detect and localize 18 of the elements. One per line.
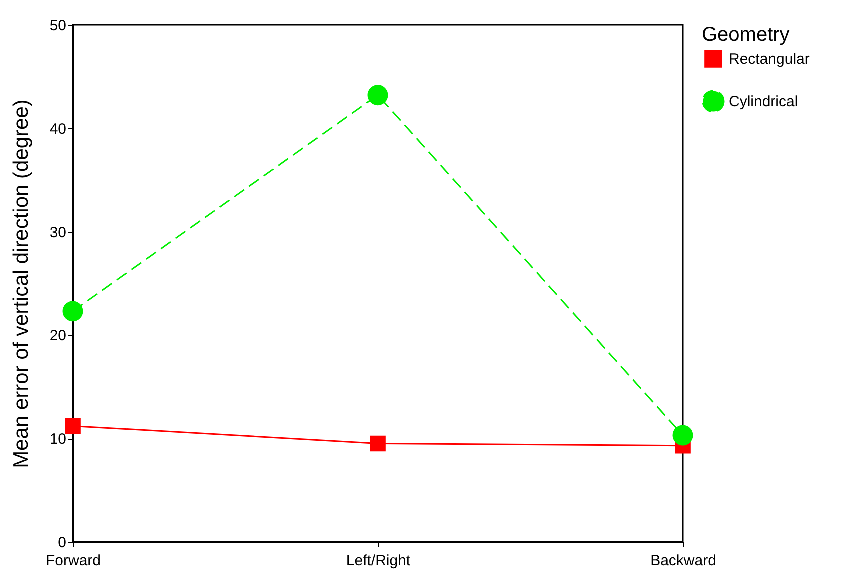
y-tick-label: 10: [50, 431, 66, 448]
y-axis-title: Mean error of vertical direction (degree): [10, 100, 33, 468]
y-tick-label: 40: [50, 120, 66, 138]
legend-label: Cylindrical: [729, 94, 798, 110]
legend-label: Rectangular: [729, 51, 810, 68]
y-tick-label: 0: [58, 534, 66, 552]
point: [368, 85, 388, 106]
point: [370, 436, 386, 452]
y-tick-label: 20: [50, 328, 66, 345]
point: [672, 425, 694, 446]
y-tick-label: 50: [50, 18, 66, 34]
point: [65, 418, 81, 434]
y-tick-label: 30: [50, 224, 66, 242]
x-tick-label: Backward: [650, 552, 716, 570]
x-tick-label: Left/Right: [346, 552, 412, 570]
x-tick-label: Forward: [46, 552, 102, 570]
point: [62, 301, 84, 322]
legend-title: Geometry: [702, 24, 790, 46]
